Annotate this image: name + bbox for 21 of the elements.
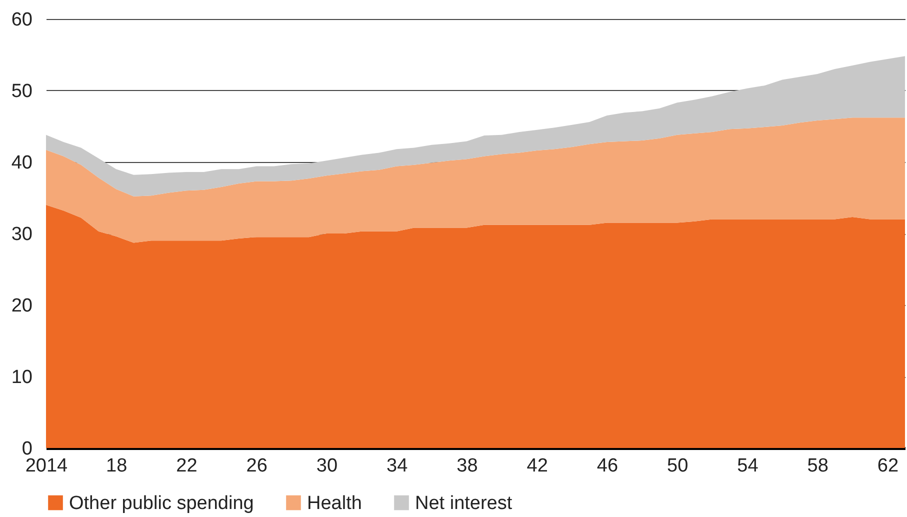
x-tick-label: 34 — [386, 456, 408, 476]
y-tick-label: 50 — [11, 81, 32, 102]
x-tick-label: 58 — [807, 456, 828, 476]
legend-label: Net interest — [415, 492, 513, 514]
x-tick-label: 62 — [877, 456, 899, 476]
y-tick-label: 20 — [11, 296, 32, 316]
x-tick-label: 22 — [176, 456, 198, 476]
x-tick-label: 26 — [246, 456, 268, 476]
x-tick-label: 46 — [596, 456, 618, 476]
legend-label: Health — [307, 492, 362, 514]
x-tick-label: 50 — [667, 456, 688, 476]
y-tick-label: 30 — [11, 224, 32, 245]
x-tick-label: 18 — [106, 456, 128, 476]
x-tick-label: 42 — [526, 456, 548, 476]
y-tick-label: 10 — [11, 367, 32, 388]
y-tick-label: 60 — [11, 10, 32, 30]
y-tick-label: 40 — [11, 152, 32, 174]
x-tick-label: 30 — [316, 456, 338, 476]
x-tick-label: 38 — [456, 456, 478, 476]
legend-label: Other public spending — [69, 492, 254, 514]
x-tick-label: 54 — [737, 456, 759, 476]
